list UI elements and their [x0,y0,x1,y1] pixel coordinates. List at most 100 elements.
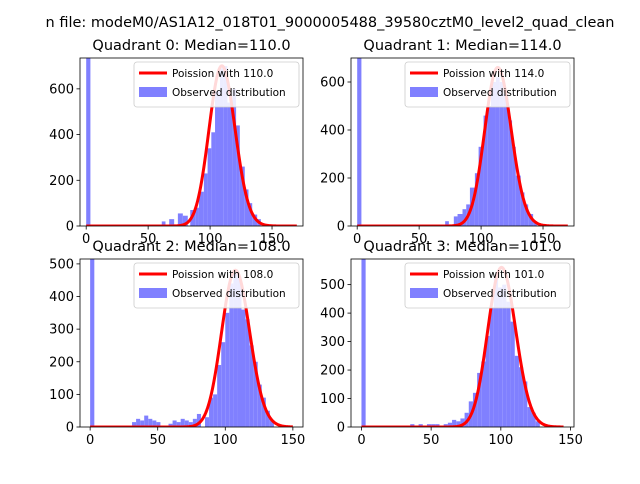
histogram-bar [205,417,210,427]
histogram-bar [144,415,149,427]
histogram-bar [136,418,141,427]
histogram-bar [244,189,249,226]
y-tick-label: 0 [66,421,74,436]
x-tick-label: 50 [423,433,440,448]
histogram-bar [223,66,228,226]
y-tick-label: 600 [320,76,345,91]
legend-label-observed: Observed distribution [172,288,286,300]
axes-frame [79,258,304,428]
histogram-bars [86,58,261,226]
histogram-bar [86,58,91,226]
histogram-bar [269,420,274,427]
legend-label-poisson: Poission with 110.0 [172,68,273,80]
histogram-bar [132,422,137,427]
histogram-bar [169,219,175,226]
histogram-bar [520,192,525,226]
histogram-bar [233,273,238,427]
histogram-bar [229,283,234,427]
legend-label-observed: Observed distribution [172,87,286,99]
histogram-bar [176,422,181,427]
histogram-bar [236,125,240,226]
poisson-curve [85,64,298,226]
histogram-bar [489,307,494,427]
histogram-bar [237,276,242,427]
y-tick-label: 0 [337,421,345,436]
histogram-bar [478,146,484,226]
legend-box [133,61,300,108]
histogram-bar [213,394,218,427]
histogram-bar [221,342,226,427]
histogram-bar [241,309,246,427]
histogram-bar [452,419,457,427]
y-tick-label: 500 [320,278,345,293]
histogram-bar [490,82,496,226]
histogram-bar [215,91,220,226]
histogram-bar [252,214,258,226]
y-tick-label: 100 [320,392,345,407]
histogram-bar [460,418,465,427]
legend-box [404,262,571,309]
histogram-bar [177,213,183,226]
x-tick-label: 100 [198,232,223,247]
histogram-bar [188,422,193,427]
histogram-bar [527,407,532,427]
histogram-bar [198,191,204,226]
histogram-bar [506,301,511,427]
x-tick-label: 150 [531,232,556,247]
legend-label-poisson: Poission with 114.0 [443,68,544,80]
x-tick-label: 50 [149,433,166,448]
histogram-bar [180,418,185,427]
x-tick-label: 0 [353,232,361,247]
histogram-bar [249,345,254,427]
histogram-bar [524,204,529,226]
histogram-bar [248,203,253,226]
histogram-bar [510,321,515,427]
histogram-bar [168,423,173,427]
histogram-bar [514,355,519,427]
chart-panel-2: Quadrant 2: Median=108.0 0 50 100 150 0 100 200… [49,239,305,448]
histogram-bars [90,259,274,427]
legend-bar-swatch [410,288,438,298]
legend-box [133,262,300,309]
x-tick-label: 150 [260,232,285,247]
y-tick-label: 200 [49,174,74,189]
histogram-bar [195,207,199,226]
legend-label-poisson: Poission with 101.0 [443,269,544,281]
x-tick-label: 50 [140,232,157,247]
histogram-bar [261,397,266,427]
x-tick-label: 100 [488,433,513,448]
y-tick-label: 200 [320,364,345,379]
figure-title: n file: modeM0/AS1A12_018T01_9000005488_… [46,15,615,31]
y-tick-label: 200 [49,355,74,370]
poisson-curve [89,268,294,427]
histogram-bar [503,94,509,226]
legend-bar-swatch [139,288,167,298]
histogram-bar [182,215,188,226]
x-tick-label: 100 [469,232,494,247]
histogram-bar [495,77,500,226]
legend-label-poisson: Poission with 108.0 [172,269,273,281]
histogram-bar [502,284,507,427]
axes-frame [350,258,575,428]
y-tick-label: 400 [49,290,74,305]
histogram-bar [445,221,449,226]
chart-panel-1: Quadrant 1: Median=114.0 0 50 100 150 0 200 400… [320,38,575,247]
histogram-bar [207,148,212,226]
histogram-bar [535,421,540,427]
histogram-bar [184,420,189,427]
histogram-bar [232,88,237,226]
axes-frame [79,57,304,227]
x-tick-label: 150 [558,433,583,448]
legend-box [404,61,571,108]
histogram-bar [161,221,166,226]
y-tick-label: 600 [49,82,74,97]
legend: Poission with 101.0 Observed distribution [404,262,571,309]
y-tick-label: 300 [320,335,345,350]
y-tick-label: 500 [49,257,74,272]
histogram-bar [257,384,262,427]
y-tick-label: 400 [49,128,74,143]
x-tick-label: 0 [82,232,90,247]
histogram-bar [518,367,524,427]
